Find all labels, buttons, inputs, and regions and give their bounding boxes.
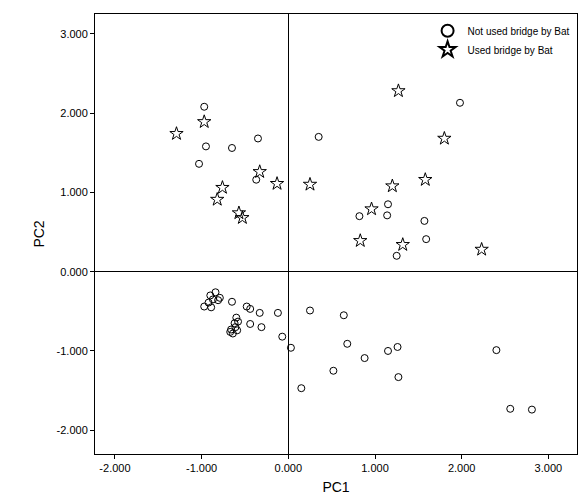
svg-text:0.000: 0.000 [60,266,88,278]
svg-text:2.000: 2.000 [60,107,88,119]
svg-text:3.000: 3.000 [535,462,563,474]
svg-text:-2.000: -2.000 [99,462,130,474]
svg-text:3.000: 3.000 [60,28,88,40]
svg-text:1.000: 1.000 [60,186,88,198]
svg-text:-1.000: -1.000 [57,345,88,357]
svg-text:PC1: PC1 [322,479,349,495]
svg-text:PC2: PC2 [31,220,47,247]
svg-text:Not used bridge by Bat: Not used bridge by Bat [468,26,570,37]
svg-text:0.000: 0.000 [275,462,303,474]
svg-text:2.000: 2.000 [448,462,476,474]
svg-text:-2.000: -2.000 [57,424,88,436]
svg-text:-1.000: -1.000 [186,462,217,474]
svg-text:1.000: 1.000 [361,462,389,474]
svg-text:Used bridge by Bat: Used bridge by Bat [468,45,553,56]
